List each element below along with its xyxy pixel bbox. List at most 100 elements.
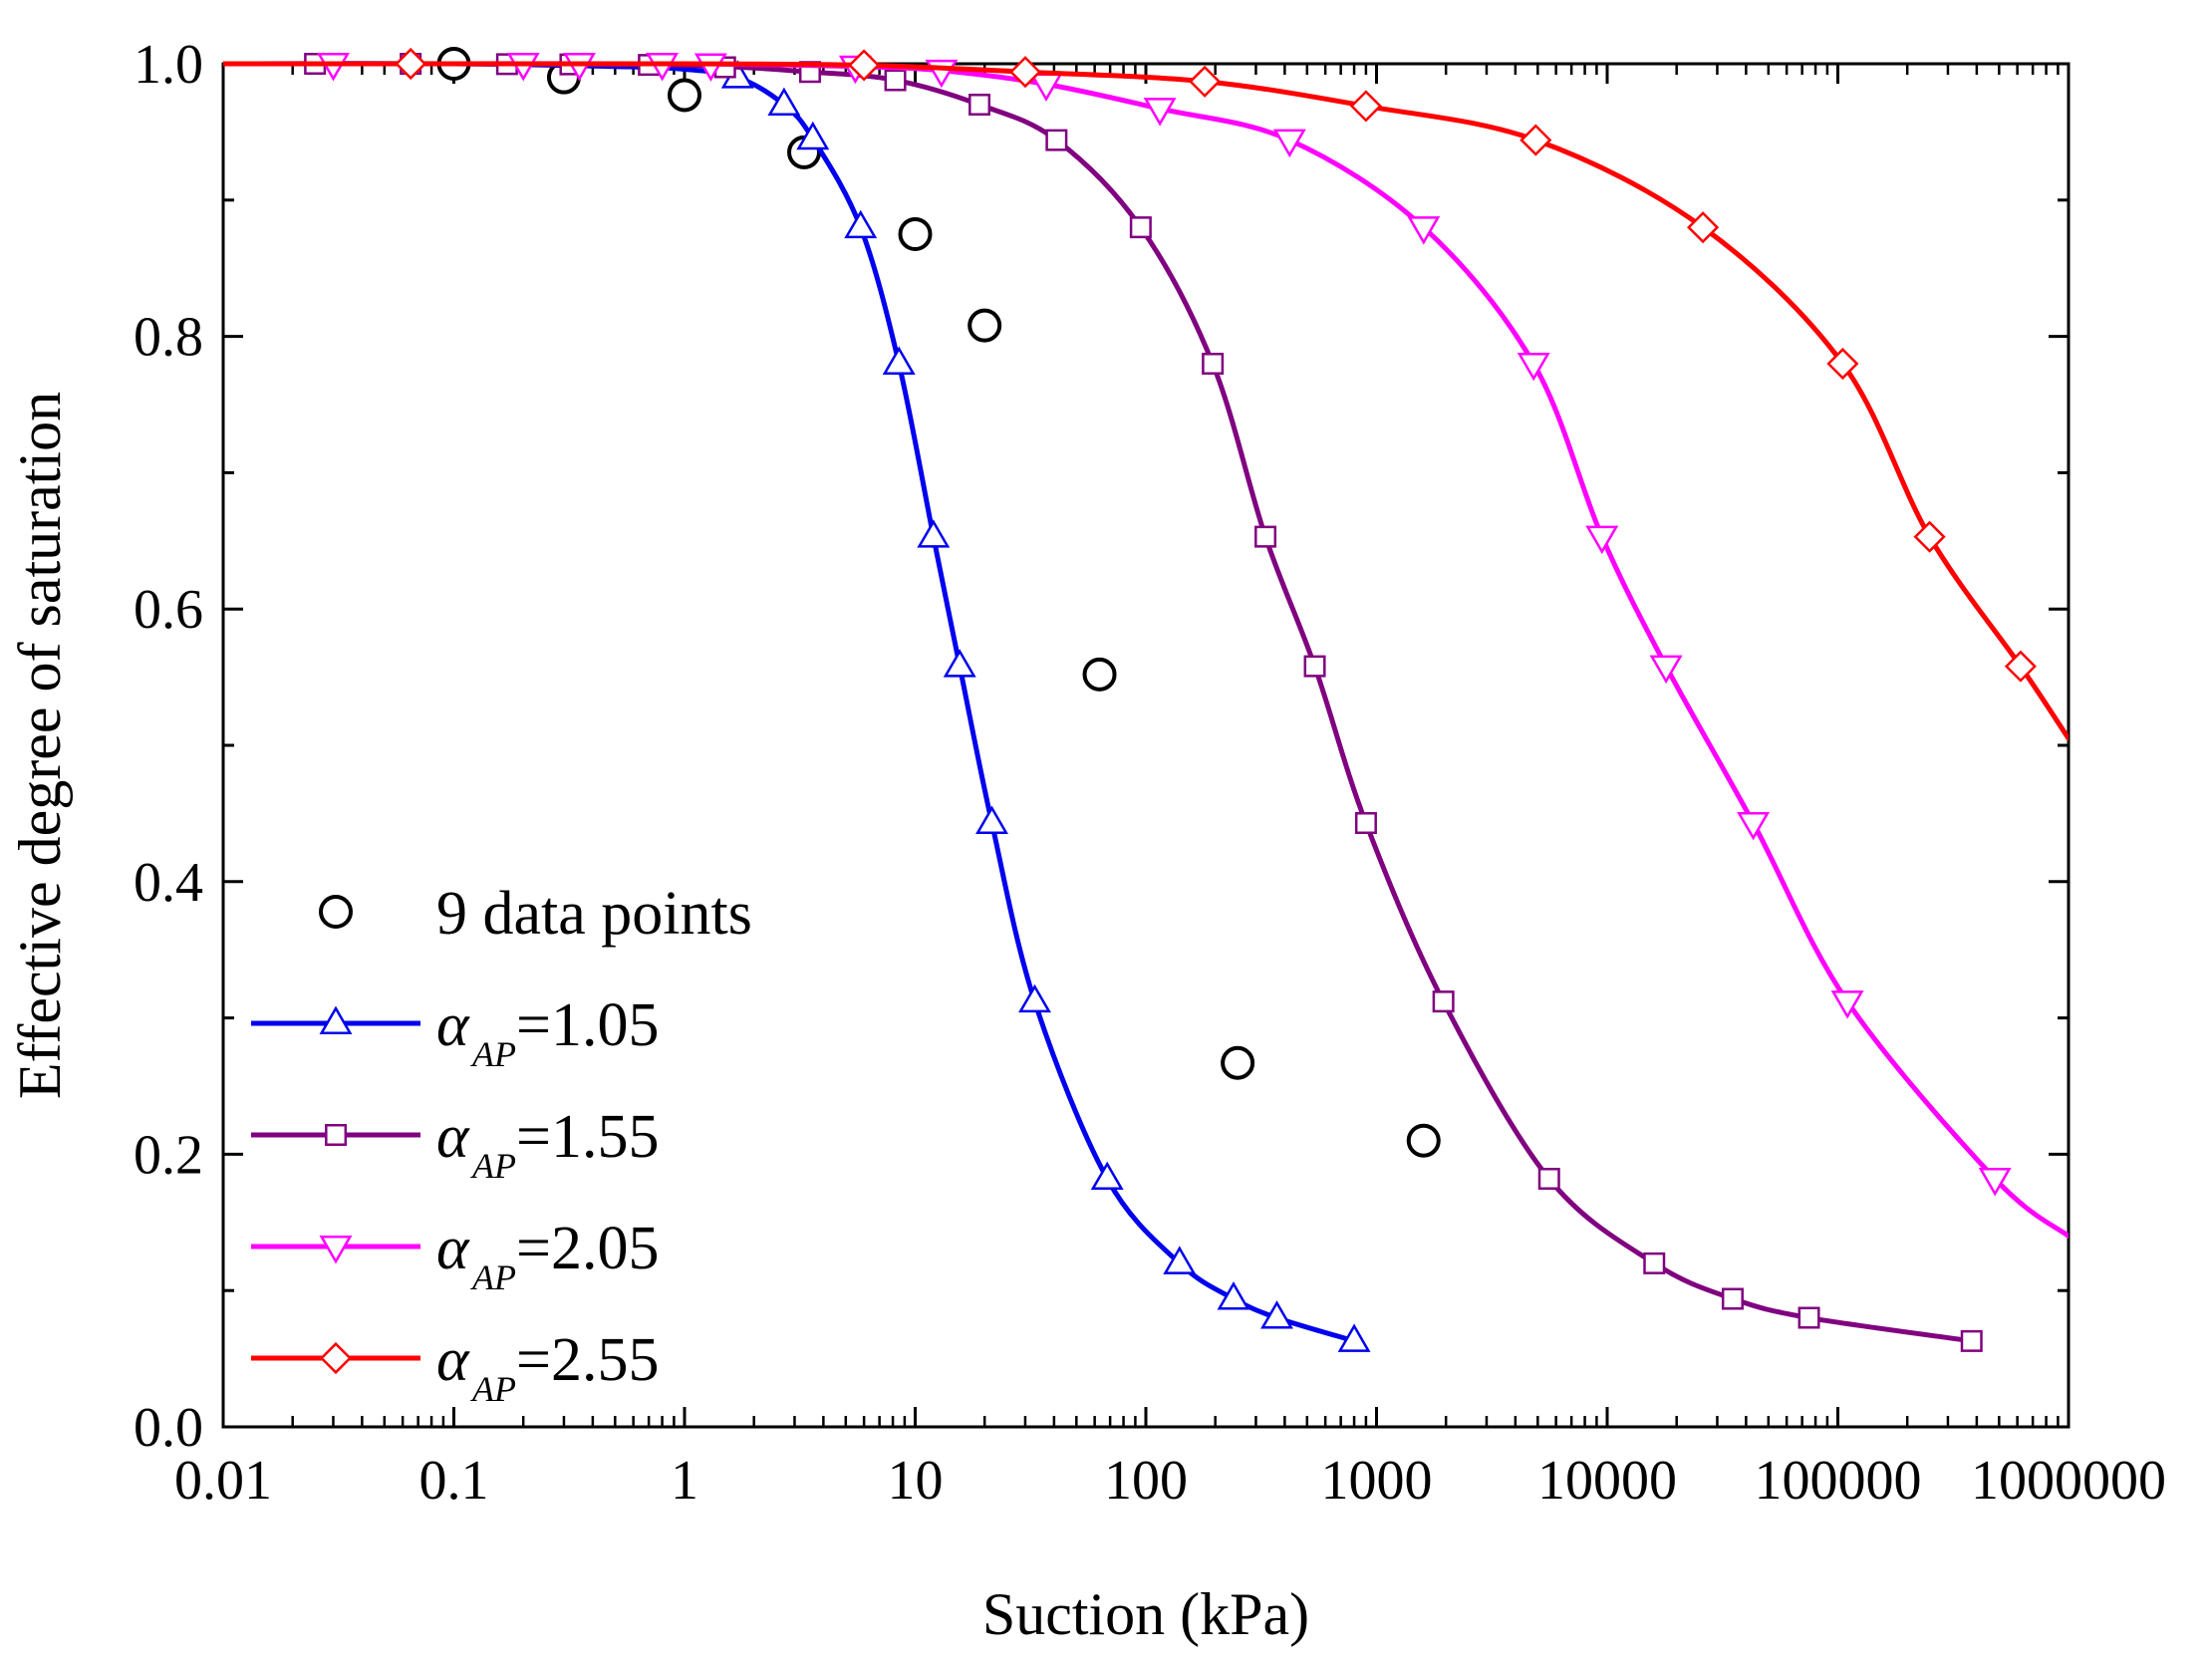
y-tick-label: 0.4: [134, 852, 203, 914]
data-point-marker: [646, 53, 680, 82]
data-point-marker: [1082, 657, 1117, 692]
data-point-marker: [1721, 1287, 1744, 1310]
data-point-marker: [1643, 1252, 1666, 1274]
data-point-marker: [317, 53, 350, 82]
data-point-marker: [898, 217, 933, 251]
data-point-marker: [1737, 811, 1771, 841]
data-point-marker: [1432, 990, 1455, 1013]
legend-value: =1.05: [516, 991, 659, 1059]
axes-layer: 0.01 0.1 1 10 100 1000 10000 100000 1000000 0.0 0.…: [7, 34, 2166, 1647]
data-point-marker: [1407, 216, 1441, 245]
series-layer: [223, 47, 2069, 1352]
x-tick-label: 10: [888, 1450, 944, 1512]
legend-value: =1.55: [516, 1103, 659, 1171]
legend-entry: α AP =2.05: [251, 1215, 659, 1297]
data-point-marker: [563, 53, 596, 82]
data-point-marker: [848, 49, 881, 82]
legend-entry: 9 data points: [319, 880, 752, 948]
data-point-marker: [1217, 1281, 1250, 1310]
data-point-marker: [975, 805, 1008, 834]
legend-subscript: AP: [470, 1369, 516, 1409]
legend-entry: α AP =2.55: [251, 1326, 659, 1409]
data-point-marker: [968, 94, 991, 117]
legend-value: =2.05: [516, 1215, 659, 1282]
legend-alpha-symbol: α: [436, 1326, 470, 1394]
series-line: [223, 61, 2069, 741]
data-point-marker: [395, 47, 427, 81]
data-point-marker: [1978, 1168, 2012, 1197]
data-point-marker: [1913, 520, 1946, 553]
data-point-marker: [1260, 1300, 1293, 1329]
data-point-marker: [1797, 1306, 1820, 1329]
y-tick-label: 0.0: [134, 1397, 203, 1459]
y-tick-label: 0.2: [134, 1124, 203, 1186]
data-point-marker: [668, 78, 701, 113]
plot-frame: [221, 62, 2071, 1429]
legend-marker: [319, 1005, 353, 1035]
series-alpha-ap-1-55: [223, 53, 1983, 1352]
data-point-marker: [1354, 811, 1377, 834]
data-point-marker: [1129, 216, 1152, 239]
data-point-marker: [693, 53, 727, 82]
x-axis-title: Suction (kPa): [982, 1581, 1309, 1647]
data-point-marker: [1045, 129, 1068, 151]
data-point-marker: [1337, 1323, 1371, 1352]
legend-marker: [319, 1341, 353, 1375]
data-point-marker: [844, 209, 878, 239]
data-point-marker: [917, 519, 951, 548]
data-point-marker: [1272, 129, 1306, 158]
data-point-marker: [1649, 655, 1683, 685]
data-point-marker: [1189, 65, 1222, 98]
data-point-marker: [1826, 347, 1859, 381]
x-tick-label: 100000: [1755, 1450, 1922, 1512]
data-point-marker: [1163, 1246, 1197, 1274]
data-point-marker: [1221, 1045, 1255, 1080]
legend-subscript: AP: [470, 1257, 516, 1297]
data-point-marker: [1254, 525, 1277, 548]
data-point-marker: [884, 69, 907, 92]
y-axis-title: Effective degree of saturation: [7, 392, 73, 1099]
x-tick-label: 10000: [1537, 1450, 1677, 1512]
data-point-marker: [1517, 352, 1550, 382]
legend-marker: [319, 1236, 353, 1264]
data-point-marker: [1202, 352, 1225, 375]
data-point-marker: [1018, 983, 1051, 1013]
data-point-marker: [1008, 56, 1042, 89]
series-line: [223, 61, 1357, 1344]
data-point-marker: [882, 346, 916, 375]
data-point-marker: [506, 53, 540, 82]
data-point-marker: [2004, 650, 2037, 683]
data-point-marker: [1520, 124, 1552, 156]
data-point-marker: [1830, 990, 1864, 1019]
legend-alpha-symbol: α: [436, 1103, 470, 1171]
data-point-marker: [943, 649, 976, 678]
legend-entry: α AP =1.05: [251, 991, 659, 1074]
data-point-marker: [767, 87, 801, 117]
legend-value: =2.55: [516, 1326, 659, 1394]
data-point-marker: [1537, 1168, 1560, 1191]
data-point-marker: [1960, 1329, 1983, 1352]
data-point-marker: [1585, 525, 1619, 555]
y-tick-label: 1.0: [134, 34, 203, 96]
data-point-marker: [1349, 90, 1382, 123]
legend-subscript: AP: [470, 1146, 516, 1186]
data-point-marker: [1303, 655, 1326, 678]
x-tick-label: 100: [1104, 1450, 1188, 1512]
x-tick-label: 0.01: [174, 1450, 272, 1512]
legend-marker: [319, 895, 353, 929]
x-tick-label: 1: [671, 1450, 698, 1512]
data-point-marker: [1406, 1123, 1441, 1158]
data-point-marker: [1090, 1161, 1124, 1191]
y-tick-label: 0.6: [134, 579, 203, 641]
y-tick-label: 0.8: [134, 307, 203, 369]
x-tick-label: 0.1: [419, 1450, 489, 1512]
series-alpha-ap-2-55: [223, 47, 2069, 741]
data-point-marker: [1687, 211, 1720, 244]
legend-marker: [325, 1124, 348, 1147]
series-alpha-ap-1-05: [223, 60, 1371, 1352]
x-tick-label: 1000: [1321, 1450, 1433, 1512]
data-point-marker: [968, 308, 1002, 343]
